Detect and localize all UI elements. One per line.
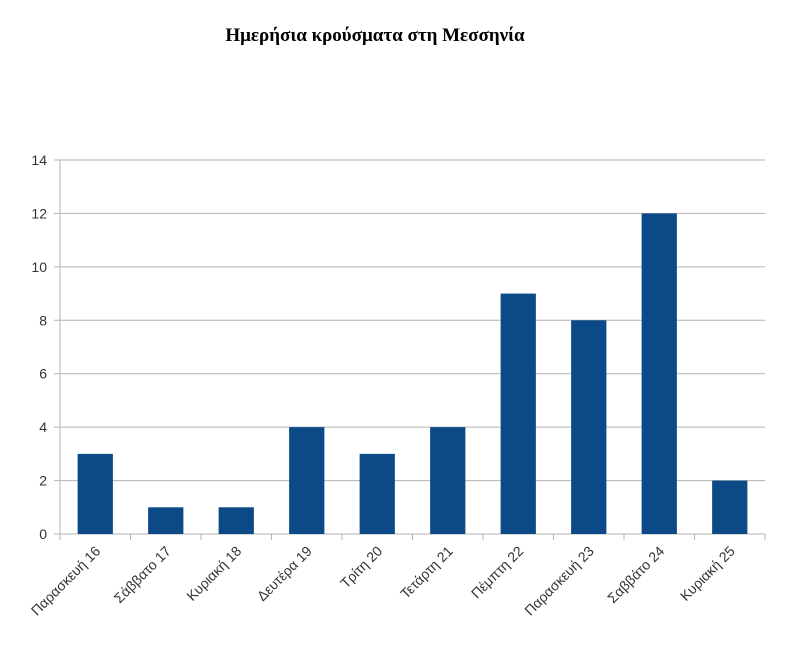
bar — [148, 507, 184, 534]
x-tick-label: Παρασκευή 16 — [28, 543, 104, 619]
bar — [641, 213, 677, 534]
x-tick-label: Κυριακή 25 — [677, 543, 738, 604]
bar — [218, 507, 254, 534]
y-tick-label: 2 — [39, 473, 47, 489]
bars — [77, 213, 748, 534]
x-tick-label: Τετάρτη 21 — [397, 543, 456, 602]
y-tick-label: 4 — [39, 419, 47, 435]
y-tick-label: 10 — [31, 259, 47, 275]
x-tick-label: Πέμπτη 22 — [468, 543, 527, 602]
y-tick-label: 0 — [39, 526, 47, 542]
bar — [289, 427, 325, 534]
y-tick-label: 6 — [39, 366, 47, 382]
x-tick-label: Παρασκευή 23 — [521, 543, 597, 619]
x-tick-label: Σαββάτο 24 — [604, 543, 667, 606]
x-tick-label: Δευτέρα 19 — [254, 543, 315, 604]
y-tick-label: 8 — [39, 312, 47, 328]
y-tick-label: 12 — [31, 205, 47, 221]
bar — [77, 453, 113, 534]
chart-title: Ημερήσια κρούσματα στη Μεσσηνία — [225, 25, 525, 46]
x-tick-label: Κυριακή 18 — [183, 543, 244, 604]
bar — [430, 427, 466, 534]
x-tick-label: Τρίτη 20 — [337, 543, 386, 592]
x-tick-label: Σάββατο 17 — [111, 543, 174, 606]
gridlines — [54, 159, 765, 535]
bar — [359, 453, 395, 534]
y-tick-label: 14 — [31, 152, 47, 168]
bar — [712, 480, 748, 534]
bar — [571, 320, 607, 534]
bar — [500, 293, 536, 534]
